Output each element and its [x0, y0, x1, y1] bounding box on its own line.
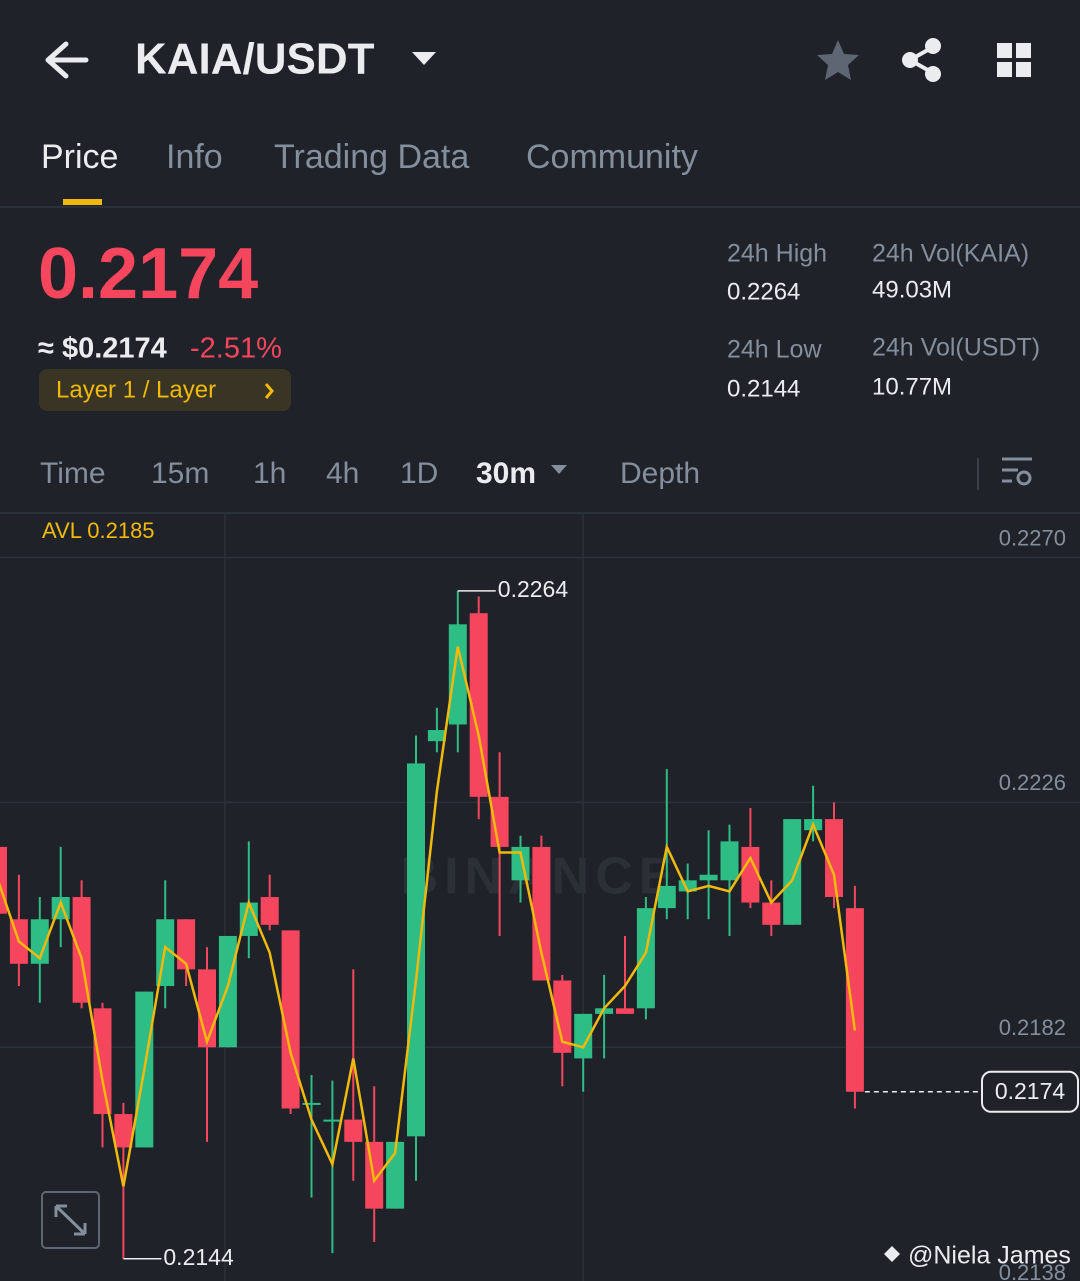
candle-body	[678, 880, 697, 892]
user-watermark: @Niela James	[908, 1242, 1071, 1270]
stat-value: 49.03M	[872, 276, 952, 303]
candle-body	[302, 1102, 321, 1105]
back-button[interactable]	[45, 41, 89, 79]
candle-body	[532, 846, 551, 981]
candle-body	[177, 919, 196, 970]
menu-square	[997, 43, 1012, 58]
candle-body	[344, 1119, 363, 1142]
menu-icon[interactable]	[997, 43, 1031, 77]
candle-body	[198, 969, 216, 1048]
usd-price: ≈ $0.2174	[38, 333, 167, 365]
menu-square	[1016, 62, 1031, 77]
stat-label: 24h Vol(USDT)	[872, 334, 1040, 362]
tag-chevron	[264, 383, 274, 399]
candle-body	[762, 902, 781, 925]
interval[interactable]: 1h	[253, 457, 286, 490]
grid: 0.2270 0.2226 0.2182 0.2138	[0, 525, 1080, 1281]
high-marker-label: 0.2264	[498, 576, 569, 602]
candle-body	[469, 613, 488, 797]
interval[interactable]: 15m	[151, 457, 209, 490]
last-price-box	[981, 1070, 1079, 1113]
y-tick-label: 0.2182	[999, 1015, 1066, 1040]
low-marker-label: 0.2144	[163, 1244, 234, 1270]
candle-body	[0, 846, 7, 914]
ma-line	[0, 646, 857, 1187]
menu-square	[1016, 43, 1031, 58]
share-dot	[902, 52, 918, 68]
candle-body	[448, 624, 467, 725]
candle-body	[323, 1119, 342, 1122]
pair-title[interactable]: KAIA/USDT	[135, 35, 375, 84]
candle-body	[407, 763, 425, 1137]
favorite-icon[interactable]	[817, 40, 859, 80]
candles	[0, 590, 864, 1259]
candle-body	[218, 935, 237, 1048]
interval-caret	[551, 465, 567, 474]
candle-body	[825, 819, 843, 897]
user-logo	[884, 1246, 900, 1262]
chart-settings-icon[interactable]	[1002, 457, 1032, 486]
candle-body	[720, 841, 739, 881]
candle-body	[595, 1008, 614, 1014]
icon-circle	[1016, 470, 1032, 486]
candle-body	[30, 919, 49, 964]
stat-value: 10.77M	[872, 373, 952, 400]
price-change: -2.51%	[190, 333, 282, 365]
tab[interactable]: Trading Data	[274, 138, 469, 176]
tab-active[interactable]: Price	[41, 138, 118, 176]
pair-caret[interactable]	[412, 52, 436, 65]
share-icon[interactable]	[902, 38, 941, 82]
candle-body	[72, 897, 91, 1003]
candle-body	[427, 730, 446, 742]
candle-body	[741, 846, 760, 903]
overlay: 0.2264 0.2144 0.2174	[123, 576, 1079, 1270]
candle-body	[93, 1008, 112, 1115]
candle-body	[260, 897, 279, 925]
stat-label: 24h Low	[727, 336, 822, 364]
candle-body	[553, 980, 572, 1053]
stat-value: 0.2144	[727, 375, 800, 402]
tag-text[interactable]: Layer 1 / Layer	[56, 376, 216, 403]
interval[interactable]: Depth	[620, 457, 700, 490]
last-price-label: 0.2174	[995, 1078, 1066, 1104]
interval-active[interactable]: 30m	[476, 457, 536, 490]
candle-body	[699, 874, 718, 881]
y-tick-label: 0.2270	[999, 525, 1066, 550]
tab[interactable]: Info	[166, 138, 223, 176]
expand-icon	[54, 1204, 87, 1236]
interval[interactable]: Time	[40, 457, 106, 490]
candle-body	[114, 1114, 133, 1148]
tab-underline	[63, 199, 102, 205]
share-dot	[925, 66, 941, 82]
tag-chip[interactable]	[39, 369, 291, 411]
menu-square	[997, 62, 1012, 77]
candle-body	[657, 885, 676, 909]
candle-body	[616, 1008, 634, 1014]
interval[interactable]: 4h	[326, 457, 359, 490]
y-tick-label: 0.2226	[999, 770, 1066, 795]
y-tick-label: 0.2138	[999, 1260, 1066, 1281]
candle-body	[845, 908, 864, 1092]
stat-label: 24h High	[727, 240, 827, 268]
tab[interactable]: Community	[526, 138, 698, 176]
interval[interactable]: 1D	[400, 457, 438, 490]
back-arrow	[45, 41, 89, 79]
stat-label: 24h Vol(KAIA)	[872, 240, 1029, 268]
avl-label: AVL 0.2185	[42, 518, 155, 543]
stat-value: 0.2264	[727, 278, 800, 305]
share-dot	[925, 38, 941, 54]
candle-body	[783, 819, 802, 925]
last-price: 0.2174	[38, 234, 258, 314]
